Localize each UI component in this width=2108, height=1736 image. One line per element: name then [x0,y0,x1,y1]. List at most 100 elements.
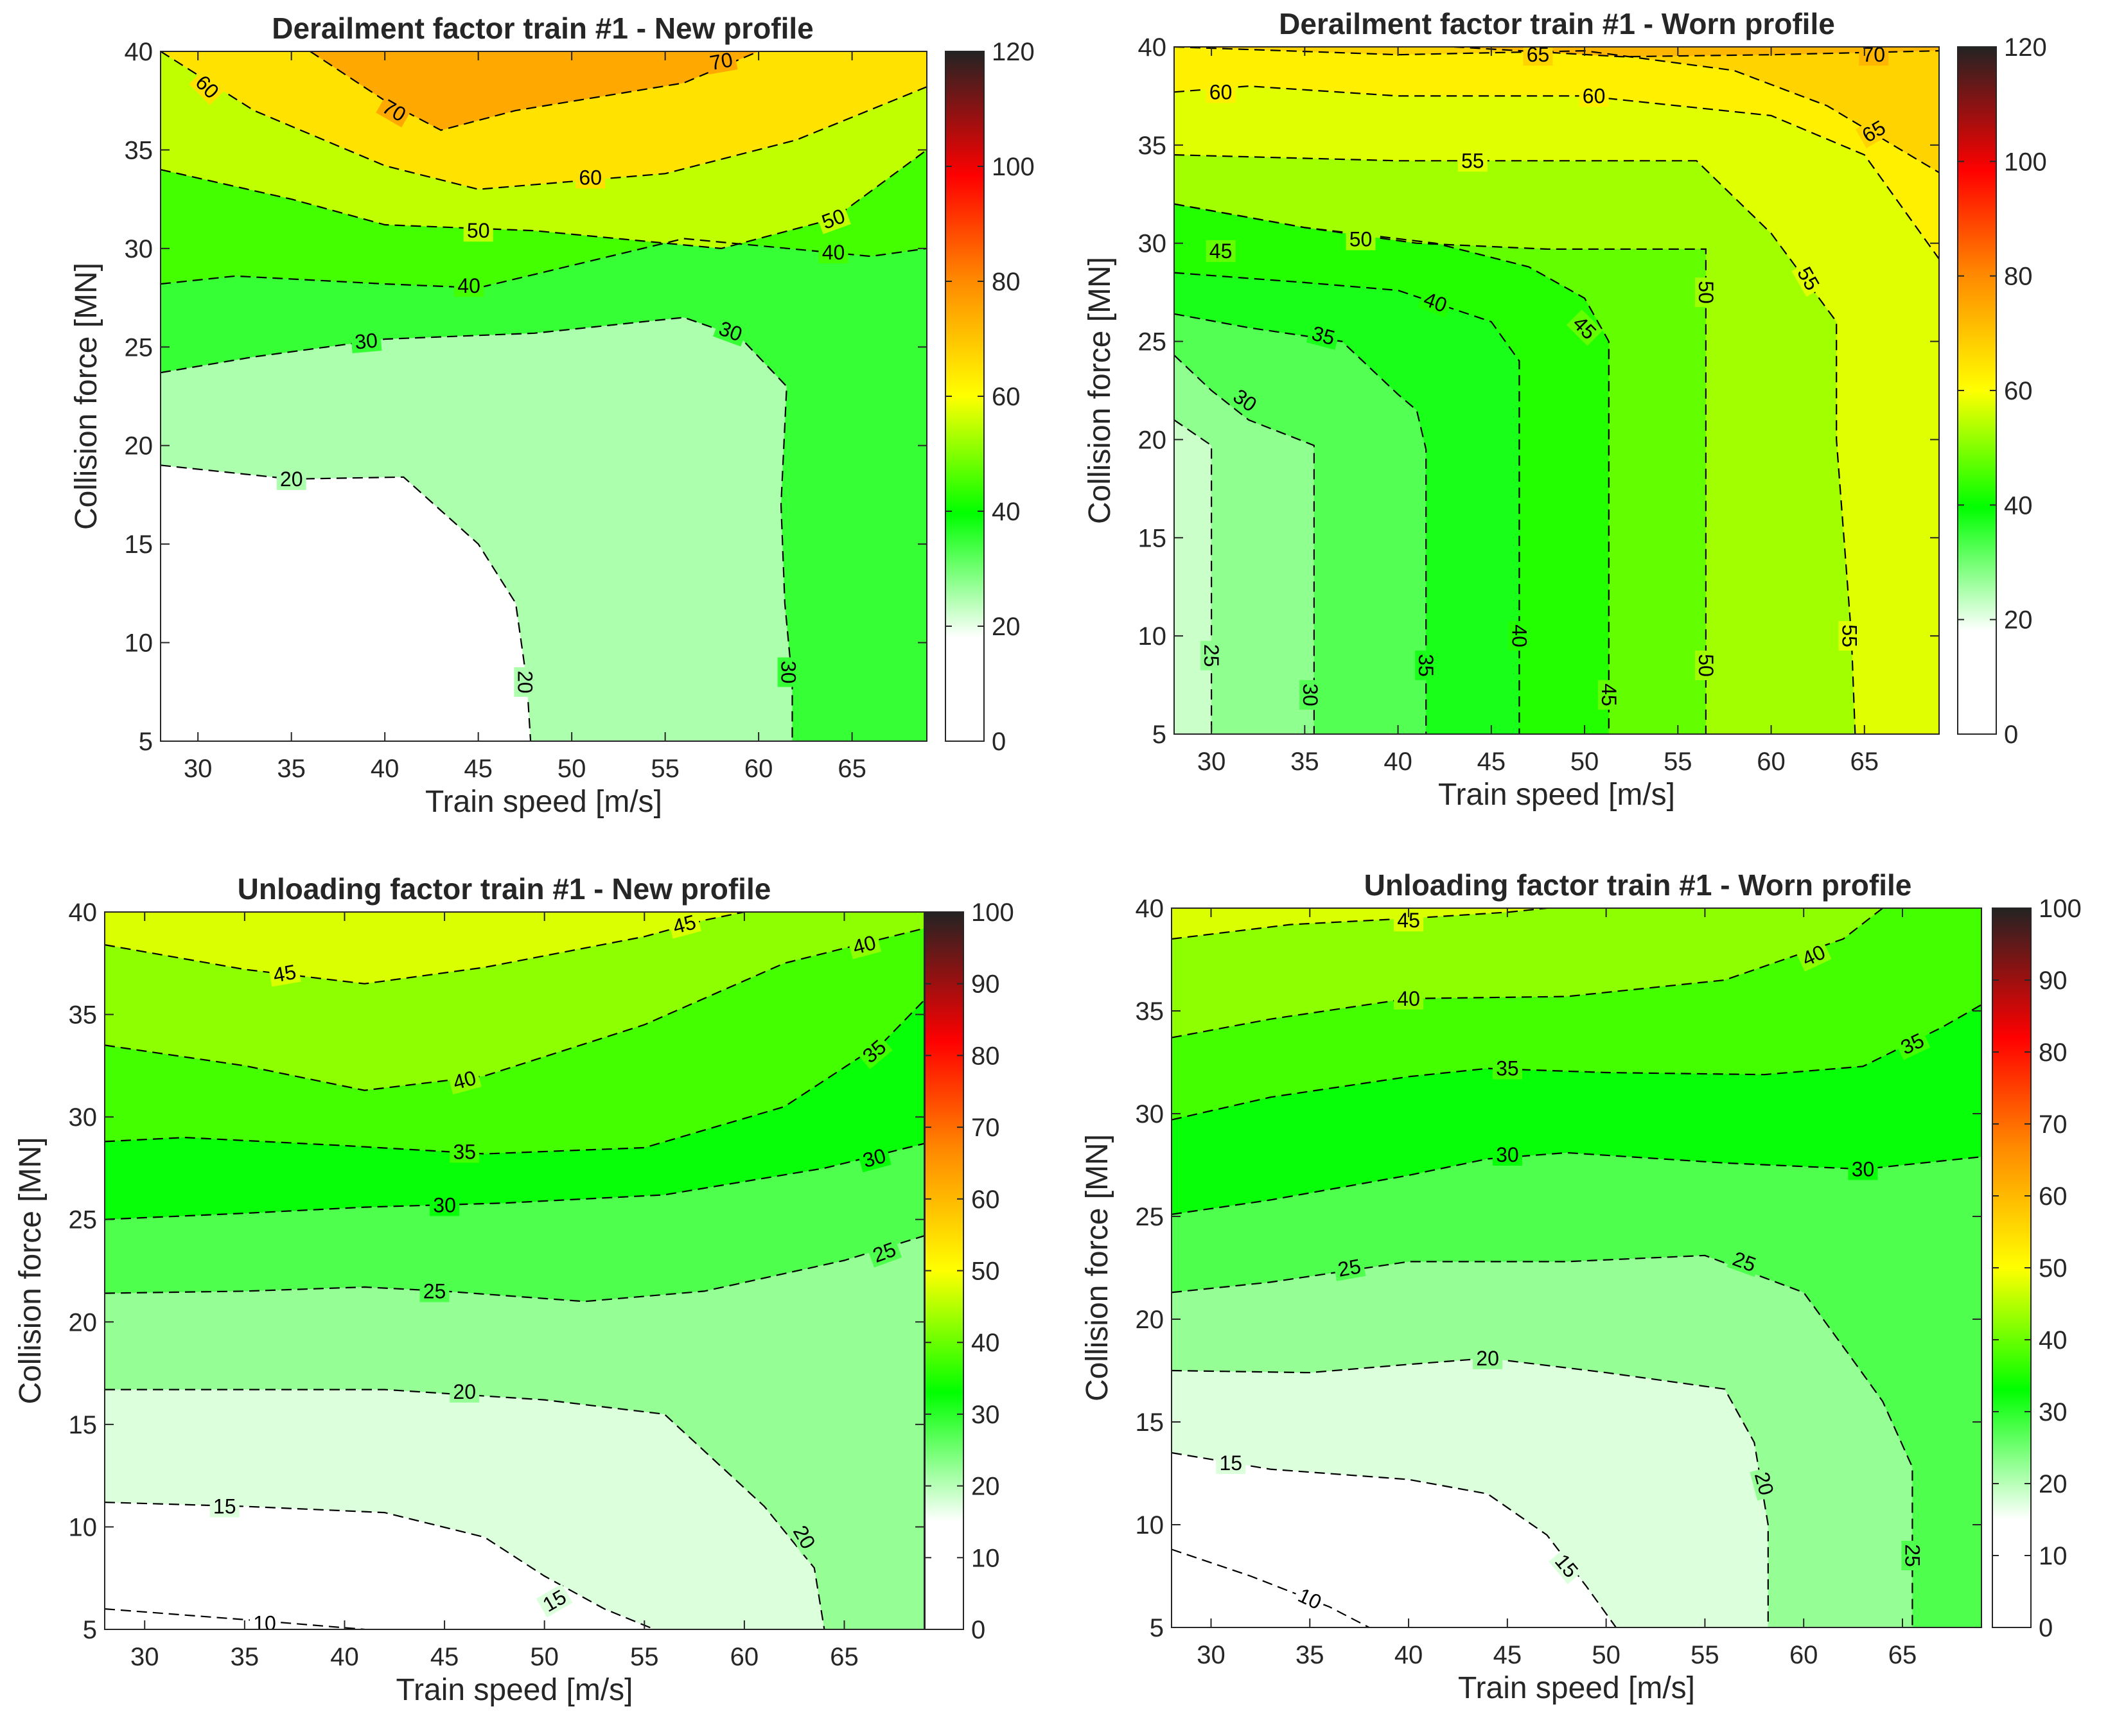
colorbar-tick-label: 30 [2039,1398,2068,1426]
y-tick-label: 5 [139,728,153,756]
contour-label-bg [1750,1466,1779,1501]
y-tick-label: 5 [1150,1614,1164,1642]
x-tick-label: 65 [1850,748,1879,776]
contour-label-bg [1394,987,1424,1010]
contour-region-above-70 [1454,47,1939,57]
x-tick-label: 30 [130,1643,159,1671]
x-tick-label: 60 [730,1643,759,1671]
contour-label-text: 10 [253,1611,276,1635]
colorbar-tick-label: 30 [971,1401,1000,1429]
contour-label-30: 30 [1299,679,1322,710]
contour-label-bg [376,93,413,128]
contour-line-40 [1172,908,1883,1039]
contour-label-bg [1566,309,1603,346]
contour-label-text: 45 [271,960,297,987]
colorbar-tick-label: 90 [971,970,1000,999]
contour-label-30: 30 [777,657,800,687]
chart-title: Derailment factor train #1 - New profile [272,12,814,45]
contour-label-bg [1597,679,1620,710]
y-tick-label: 25 [1136,1203,1164,1231]
contour-label-text: 30 [1852,1157,1875,1180]
contour-label-text: 40 [822,241,845,264]
colorbar-tick-label: 80 [2039,1039,2068,1067]
contour-label-30: 30 [350,329,382,354]
x-tick-label: 55 [1664,748,1692,776]
contour-label-text: 25 [1200,644,1223,667]
contour-label-20: 20 [276,468,306,491]
contour-label-25: 25 [419,1279,450,1302]
colorbar-tick-label: 90 [2039,967,2068,995]
contour-label-60: 60 [575,166,606,189]
x-tick-label: 45 [1477,748,1506,776]
y-tick-label: 20 [1136,1306,1164,1334]
contour-label-bg [450,1141,480,1163]
y-tick-label: 30 [125,235,154,263]
y-tick-label: 40 [69,899,98,927]
x-tick-label: 60 [744,755,773,783]
y-axis-label: Collision force [MN] [69,263,103,530]
chart-title: Unloading factor train #1 - Worn profile [1364,868,1912,902]
contour-label-bg [454,275,484,297]
colorbar-tick-label: 80 [971,1042,1000,1070]
contour-label-bg [1791,260,1825,297]
y-tick-label: 40 [1136,895,1164,923]
contour-label-bg [1492,1057,1522,1080]
y-tick-label: 10 [1136,1511,1164,1539]
contour-label-45: 45 [1597,679,1621,710]
x-tick-label: 65 [1888,1641,1917,1669]
contour-label-text: 20 [1476,1347,1499,1370]
x-axis-label: Train speed [m/s] [425,785,662,819]
colorbar-tick-label: 20 [992,613,1021,641]
x-tick-label: 40 [371,755,400,783]
contour-line-25 [105,1235,924,1302]
contour-label-bg [1346,228,1376,250]
contour-label-bg [1333,1254,1366,1281]
contour-label-bg [1457,150,1488,172]
contour-region-above-40 [1172,908,1883,1038]
x-tick-label: 30 [184,755,213,783]
colorbar-tick-label: 80 [992,268,1021,296]
contour-label-bg [1226,383,1263,418]
contour-label-text: 55 [1461,149,1484,172]
y-tick-label: 15 [69,1411,98,1439]
contour-label-bg [514,667,536,697]
colorbar-tick-label: 60 [971,1186,1000,1214]
contour-label-text: 35 [453,1140,476,1163]
x-tick-label: 35 [1296,1641,1324,1669]
contour-label-50: 50 [1346,228,1376,251]
contour-label-bg [857,1143,892,1173]
contour-label-bg [268,960,301,987]
colorbar-tick-label: 20 [2039,1470,2068,1498]
contour-label-50: 50 [463,219,493,242]
colorbar-tick-label: 100 [2004,148,2047,176]
colorbar-tick-label: 70 [2039,1110,2068,1139]
contour-label-bg [1473,1347,1503,1369]
contour-label-40: 40 [847,930,882,960]
contour-label-bg [1200,640,1223,671]
y-tick-label: 15 [125,530,154,559]
colorbar-tick-label: 100 [2039,895,2082,923]
contour-label-20: 20 [1473,1347,1503,1370]
contour-label-bg [209,1495,240,1518]
contour-label-40: 40 [1394,987,1424,1010]
colorbar-tick-label: 100 [971,899,1014,927]
contour-label-bg [1795,939,1832,972]
x-tick-label: 60 [1789,1641,1818,1669]
y-tick-label: 20 [69,1308,98,1337]
contour-label-15: 15 [1216,1451,1246,1475]
contour-label-text: 50 [467,219,490,242]
x-tick-label: 50 [530,1643,559,1671]
y-tick-label: 15 [1138,524,1167,552]
contour-label-25: 25 [1200,640,1223,671]
y-tick-label: 15 [1136,1408,1164,1437]
contour-label-text: 30 [1299,683,1322,706]
y-tick-label: 35 [125,136,154,164]
contour-label-bg [856,1033,893,1069]
contour-line-30 [1174,355,1315,734]
contour-label-30: 30 [1848,1157,1878,1180]
contour-label-text: 40 [1507,624,1531,647]
contour-label-bg [705,51,738,75]
